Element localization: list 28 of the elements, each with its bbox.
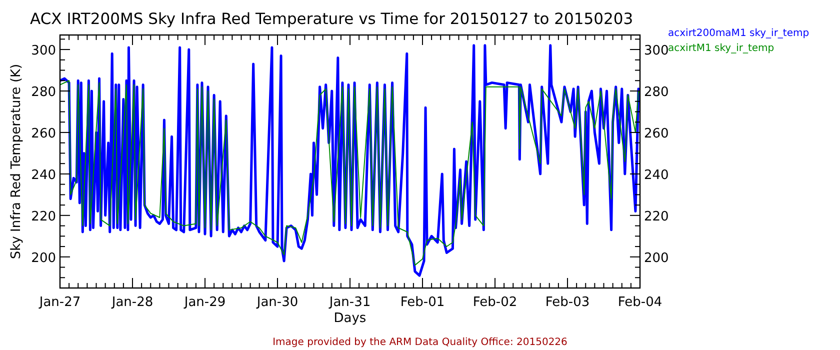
x-tick-label: Feb-03: [545, 295, 590, 310]
x-tick-label: Jan-28: [110, 295, 154, 310]
y2-tick-label: 260: [644, 126, 669, 142]
y-tick-label: 260: [31, 126, 56, 142]
x-tick-label: Jan-27: [38, 295, 81, 310]
y2-tick-label: 200: [644, 250, 669, 266]
y-tick-label: 280: [31, 84, 56, 100]
x-tick-label: Feb-04: [618, 295, 662, 310]
text: Image provided by the ARM Data Quality Office: 20150226: [272, 337, 568, 348]
y2-tick-label: 220: [644, 209, 669, 224]
y-tick-label: 220: [31, 209, 56, 224]
y2-tick-label: 240: [644, 168, 669, 183]
x-tick-label: Feb-01: [400, 295, 445, 310]
x-tick-label: Feb-02: [472, 295, 518, 310]
line-series: [60, 80, 640, 266]
text: acxirt200maM1 sky_ir_temp: [668, 28, 810, 39]
x-tick-label: Jan-31: [328, 295, 371, 310]
x-axis-title: Days: [334, 311, 366, 326]
y-tick-label: 240: [31, 168, 56, 183]
text: acxirtM1 sky_ir_temp: [668, 43, 774, 54]
y-tick-label: 300: [31, 44, 56, 59]
chart-title: ACX IRT200MS Sky Infra Red Temperature vs Time for 20150127 to 20150203: [30, 10, 634, 28]
y2-tick-label: 300: [644, 44, 669, 59]
y2-tick-label: 280: [644, 84, 669, 100]
y-axis-title: Sky Infra Red Temperature (K): [9, 64, 24, 260]
x-tick-label: Jan-29: [183, 295, 226, 310]
x-tick-label: Jan-30: [256, 295, 298, 310]
y-tick-label: 200: [31, 250, 56, 266]
